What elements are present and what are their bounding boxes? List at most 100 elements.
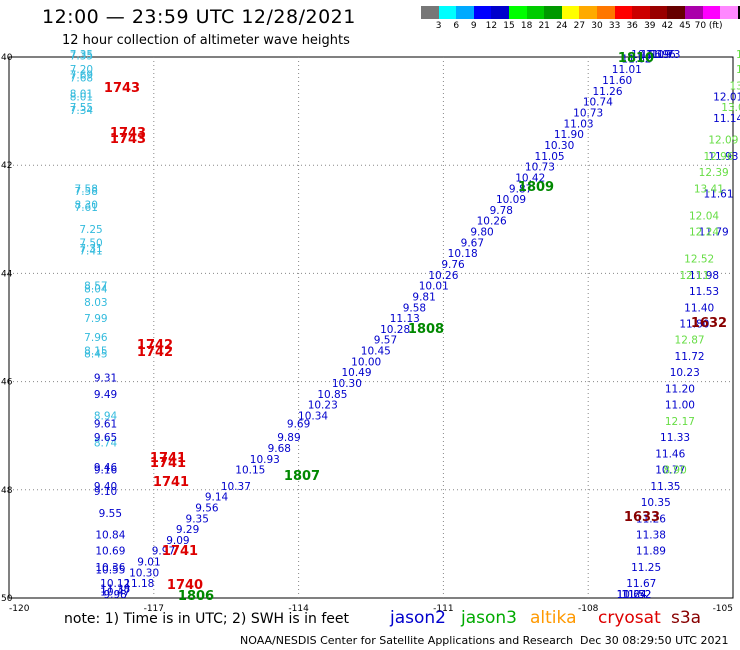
wave-height-label: 10.30 <box>332 378 362 390</box>
colorbar-swatch <box>667 6 685 19</box>
wave-height-label: 9.16 <box>94 465 118 477</box>
wave-height-label: 9.76 <box>441 259 465 271</box>
wave-height-label: 9.97 <box>152 546 175 558</box>
wave-height-label: 8.01 <box>70 89 93 101</box>
wave-height-label: 9.29 <box>176 524 199 536</box>
wave-height-label: 8.90 <box>663 465 686 477</box>
wave-height-label: 12.09 <box>708 135 738 147</box>
latitude-tick-label: 50 <box>1 594 13 604</box>
wave-height-label: 7.50 <box>79 237 102 249</box>
wave-height-label: 8.03 <box>84 297 107 309</box>
wave-height-label: 11.20 <box>665 383 695 395</box>
wave-height-label: 7.34 <box>70 105 94 117</box>
wave-height-label: 13.0 <box>721 102 740 114</box>
wave-height-label: 13. <box>729 80 740 92</box>
wave-height-label: 11.72 <box>675 351 705 363</box>
colorbar-swatch <box>456 6 474 19</box>
legend-item-s3a: s3a <box>671 608 702 628</box>
colorbar-label: 39 <box>644 21 656 31</box>
wave-height-label: 8.30 <box>75 199 98 211</box>
latitude-tick-label: 40 <box>1 53 13 63</box>
generation-timestamp: Dec 30 08:29:50 UTC 2021 <box>580 634 729 647</box>
footnote: note: 1) Time is in UTC; 2) SWH is in fe… <box>64 611 350 627</box>
longitude-tick-label: -114 <box>288 604 309 614</box>
colorbar-label: 3 <box>435 21 442 31</box>
longitude-tick-label: -108 <box>578 604 599 614</box>
colorbar-swatch <box>526 6 545 19</box>
wave-height-label: 10.93 <box>250 454 280 466</box>
wave-height-label: 9.46 <box>94 462 118 474</box>
wave-height-label: 10.45 <box>361 346 391 358</box>
wave-height-label: 7.25 <box>79 224 102 236</box>
wave-height-label: 10.23 <box>670 367 700 379</box>
colorbar-label: 24 <box>556 21 568 31</box>
colorbar-swatch <box>473 6 492 19</box>
wave-height-label: 7.35 <box>70 49 93 61</box>
wave-height-label: 9.31 <box>94 373 117 385</box>
colorbar-label: 27 <box>573 21 586 31</box>
longitude-tick-label: -117 <box>144 604 164 614</box>
wave-height-label: 10.85 <box>317 389 347 401</box>
colorbar-swatch <box>720 6 738 19</box>
legend-item-altika: altika <box>530 608 577 628</box>
colorbar-label: 12 <box>485 21 498 31</box>
wave-height-label: 9.61 <box>94 419 117 431</box>
latitude-tick-label: 46 <box>1 378 13 388</box>
wave-height-label: 12.24 <box>689 227 719 239</box>
wave-height-label: 11.18 <box>124 578 154 590</box>
colorbar-swatch <box>438 6 457 19</box>
wave-height-label: 7.99 <box>84 313 107 325</box>
wave-height-label: 11.26 <box>592 86 622 98</box>
wave-height-label: 14 <box>736 49 740 61</box>
wave-height-label: 7.58 <box>75 183 98 195</box>
credit-line: NOAA/NESDIS Center for Satellite Applica… <box>240 634 574 647</box>
wave-height-label: 12.04 <box>689 210 719 222</box>
wave-height-label: 10.12 <box>100 578 130 590</box>
wave-height-label: 12.39 <box>699 167 729 179</box>
page-subtitle: 12 hour collection of altimeter wave hei… <box>62 33 350 48</box>
colorbar-swatch <box>544 6 562 19</box>
wave-height-label: 11.60 <box>602 75 632 87</box>
wave-height-label: 11.40 <box>684 302 714 314</box>
wave-height-label: 8.15 <box>84 346 107 358</box>
wave-height-label: 13 <box>736 64 740 76</box>
wave-height-label: 11.52 <box>621 589 651 601</box>
wave-height-label: 7.69 <box>70 70 93 82</box>
wave-height-label: 10.28 <box>380 324 410 336</box>
wave-height-label: 10.77 <box>655 465 685 477</box>
wave-height-label: 13.41 <box>694 183 724 195</box>
wave-height-label: 12.87 <box>675 335 705 347</box>
colorbar-label: 6 <box>453 21 460 31</box>
wave-height-label: 9.01 <box>137 557 160 569</box>
wave-height-label: 12.17 <box>665 416 695 428</box>
wave-height-label: 10.23 <box>308 400 338 412</box>
wave-height-label: 11.33 <box>660 432 690 444</box>
wave-height-label: 11.38 <box>636 529 666 541</box>
wave-height-label: 8.57 <box>84 281 107 293</box>
wave-height-label: 11.24 <box>617 589 647 601</box>
colorbar-swatch <box>596 6 615 19</box>
colorbar-label: 36 <box>626 21 638 31</box>
wave-height-label: 8.01 <box>70 91 93 103</box>
wave-height-label: 10.74 <box>583 97 613 109</box>
colorbar-swatch <box>649 6 668 19</box>
wave-height-label: 11.38 <box>100 584 130 596</box>
latitude-tick-label: 48 <box>1 486 13 496</box>
wave-height-label: 9.89 <box>277 432 300 444</box>
wave-height-label: 7.41 <box>79 245 102 257</box>
pass-number-label: 1808 <box>408 322 444 337</box>
colorbar-swatch <box>737 6 740 19</box>
wave-height-label: 12.01 <box>713 91 740 103</box>
wave-height-label: 11.67 <box>626 578 656 590</box>
wave-height-label: 10.34 <box>298 410 328 422</box>
colorbar-swatch <box>421 6 439 19</box>
wave-height-label: 9.55 <box>99 508 122 520</box>
wave-height-label: 11.80 <box>679 319 709 331</box>
pass-number-label: 1741 <box>150 456 186 471</box>
longitude-tick-label: -105 <box>713 604 733 614</box>
wave-height-label: 7.20 <box>70 64 93 76</box>
colorbar-swatch <box>632 6 650 19</box>
colorbar-labels: 3 6 9 12 15 18 21 24 27 30 33 36 39 42 45 70 (ft) <box>421 21 723 33</box>
colorbar-swatch <box>579 6 597 19</box>
colorbar-swatch <box>702 6 721 19</box>
